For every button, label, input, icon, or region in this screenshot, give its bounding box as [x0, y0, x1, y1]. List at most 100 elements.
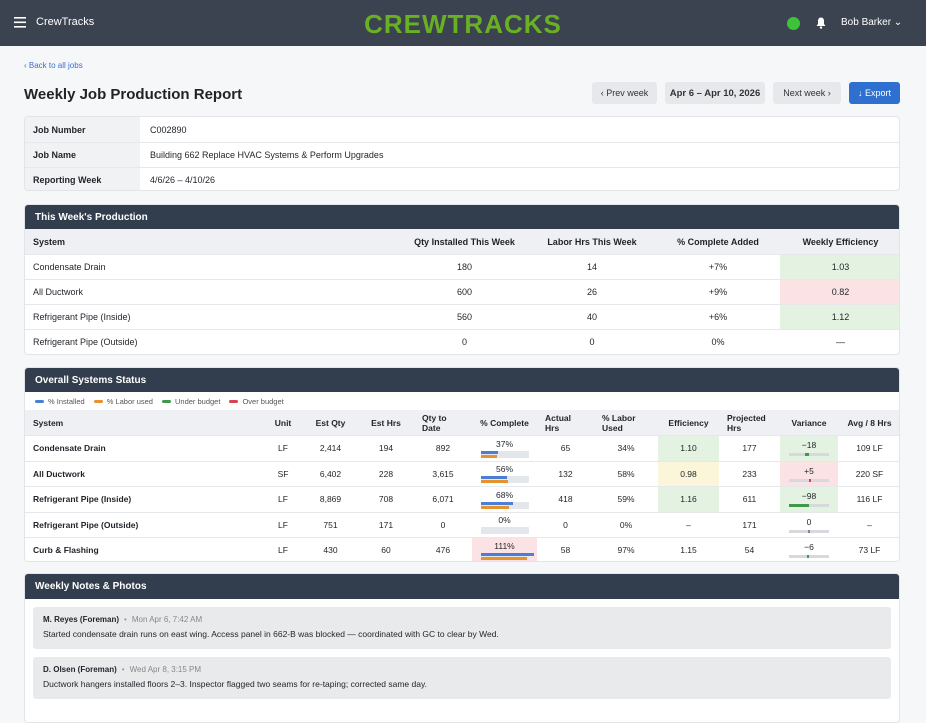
column-header: Variance [791, 417, 827, 428]
legend-swatch [93, 399, 103, 403]
note-author: M. Reyes (Foreman) [43, 615, 120, 624]
variance-bar [789, 504, 809, 508]
section-title: This Week's Production [25, 205, 899, 229]
table-cell: 228 [378, 468, 394, 479]
note: D. Olsen (Foreman) • Wed Apr 8, 3:15 PM Duc… [33, 657, 891, 699]
back-link[interactable]: ‹ Back to all jobs [24, 61, 83, 70]
bell-icon[interactable] [816, 17, 826, 29]
legend-label: Under budget [174, 396, 221, 406]
info-value: 4/6/26 – 4/10/26 [150, 175, 216, 185]
variance-cell: −18 [780, 436, 838, 461]
table-cell: 6,071 [432, 494, 454, 505]
note: M. Reyes (Foreman) • Mon Apr 6, 7:42 AM Sta… [33, 607, 891, 649]
table-cell: 0% [619, 519, 633, 530]
overall-section: Overall Systems Status % Installed % Labor… [24, 367, 900, 562]
table-cell: 233 [742, 468, 757, 479]
column-header: Labor Hrs This Week [547, 236, 637, 247]
complete-label: 111% [494, 540, 515, 551]
table-cell: 560 [456, 312, 473, 322]
table-cell: 6,402 [319, 468, 342, 479]
table-cell: 418 [558, 494, 573, 505]
complete-cell: 111% [472, 538, 537, 561]
table-cell: 97% [617, 545, 635, 556]
table-cell: 0% [711, 337, 725, 347]
table-cell: 171 [378, 519, 394, 530]
variance-bar [807, 555, 809, 559]
variance-track [789, 504, 829, 508]
info-row: Reporting Week 4/6/26 – 4/10/26 [25, 167, 899, 190]
complete-label: 56% [495, 464, 513, 475]
table-cell: 708 [378, 494, 394, 505]
complete-label: 68% [495, 489, 513, 500]
table-cell: 220 SF [855, 468, 884, 479]
column-header: Actual Hrs [545, 412, 571, 433]
complete-cell: 0% [472, 513, 537, 538]
variance-bar [809, 478, 811, 482]
labor-bar [480, 480, 509, 484]
installed-bar [480, 501, 514, 505]
column-header: % Complete [480, 417, 529, 428]
note-header: M. Reyes (Foreman) • Mon Apr 6, 7:42 AM [43, 615, 881, 624]
variance-cell: −98 [780, 487, 838, 512]
legend-item: Over budget [229, 396, 284, 406]
table-cell: Refrigerant Pipe (Inside) [33, 312, 131, 322]
table-cell: 65 [560, 443, 571, 454]
export-button[interactable]: ↓ Export [849, 82, 900, 104]
complete-label: 37% [495, 438, 513, 449]
column-header: Weekly Efficiency [802, 236, 879, 247]
installed-bar [480, 476, 508, 480]
table-cell: 26 [586, 287, 597, 297]
note-time: Wed Apr 8, 3:15 PM [129, 665, 202, 674]
note-header: D. Olsen (Foreman) • Wed Apr 8, 3:15 PM [43, 665, 881, 674]
complete-label: 0% [498, 515, 511, 526]
table-cell: 58 [560, 545, 571, 556]
legend-item: % Installed [35, 397, 85, 406]
table-cell: 0 [563, 519, 568, 530]
column-header: Qty to Date [422, 412, 447, 433]
progress-track [480, 552, 534, 560]
header-row: System Qty Installed This Week Labor Hrs T… [25, 229, 899, 254]
notes-section: Weekly Notes & Photos M. Reyes (Foreman) •… [24, 573, 900, 723]
menu-icon[interactable] [14, 17, 26, 28]
variance-bar [805, 453, 809, 457]
variance-cell: +5 [780, 461, 838, 486]
table-row: Condensate Drain LF 2,414 194 892 37% 65 34% 1.1… [25, 435, 899, 461]
date-range[interactable]: Apr 6 – Apr 10, 2026 [665, 82, 765, 104]
table-cell: 177 [742, 443, 757, 454]
table-cell: 34% [617, 443, 635, 454]
legend-swatch [161, 399, 171, 403]
table-cell: LF [278, 494, 288, 505]
note-text: Started condensate drain runs on east wi… [43, 629, 499, 639]
table-row: All Ductwork 600 26 +9% 0.82 [25, 279, 899, 304]
this-week-section: This Week's Production System Qty Installe… [24, 204, 900, 355]
legend-label: Over budget [242, 396, 284, 406]
table-row: Refrigerant Pipe (Inside) LF 8,869 708 6,071… [25, 486, 899, 512]
variance-track [789, 453, 829, 457]
info-row: Job Name Building 662 Replace HVAC System… [25, 142, 899, 167]
prev-week-button[interactable]: ‹ Prev week [592, 82, 657, 104]
brand[interactable]: CrewTracks [36, 16, 95, 28]
section-title: Overall Systems Status [25, 368, 899, 392]
note-separator: • [121, 665, 125, 674]
column-header: % Complete Added [677, 236, 759, 247]
table-cell: 14 [586, 262, 597, 272]
variance-track [789, 555, 829, 559]
user-menu[interactable]: Bob Barker ⌄ [841, 17, 903, 28]
table-cell: 0.98 [658, 461, 719, 486]
next-week-button[interactable]: Next week › [773, 82, 841, 104]
table-cell: 1.16 [658, 487, 719, 512]
table-cell: 73 LF [858, 545, 881, 556]
column-header: Projected Hrs [727, 412, 766, 433]
table-cell: 0 [589, 337, 595, 347]
table-row: All Ductwork SF 6,402 228 3,615 56% 132 58% 0.98… [25, 460, 899, 486]
info-row: Job Number C002890 [25, 117, 899, 142]
table-cell: 430 [323, 545, 338, 556]
legend-item: % Labor used [93, 397, 153, 406]
table-cell: All Ductwork [33, 287, 84, 297]
table-row: Refrigerant Pipe (Inside) 560 40 +6% 1.12 [25, 304, 899, 329]
installed-bar [480, 552, 534, 556]
variance-label: −18 [801, 440, 817, 451]
job-info: Job Number C002890 Job Name Building 662 Re… [24, 116, 900, 191]
table-cell: +9% [708, 287, 728, 297]
